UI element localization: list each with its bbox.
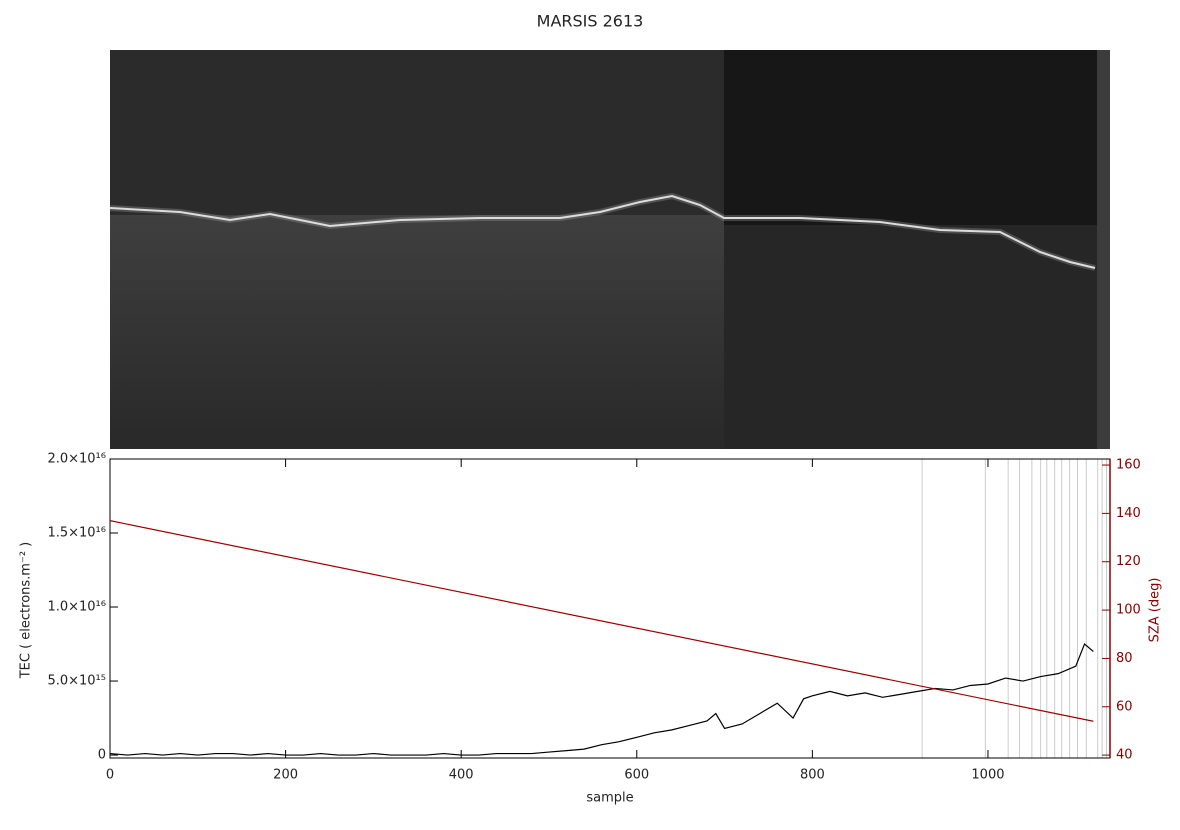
series-line — [109, 520, 1094, 722]
y-tick-label: 1.5×10¹⁶ — [47, 526, 106, 541]
y2-tick-label: 60 — [1116, 699, 1133, 714]
y-tick-label: 2.0×10¹⁶ — [47, 452, 106, 467]
x-tick-label: 800 — [800, 768, 825, 783]
y2-tick-label: 160 — [1116, 458, 1141, 473]
y-axis-label: TEC ( electrons.m⁻² ) — [19, 542, 34, 680]
y2-tick-label: 140 — [1116, 506, 1141, 521]
y2-tick-label: 100 — [1116, 603, 1141, 618]
x-tick-label: 200 — [273, 768, 298, 783]
x-tick-label: 400 — [449, 768, 474, 783]
chart-title: MARSIS 2613 — [537, 12, 644, 31]
x-tick-label: 600 — [624, 768, 649, 783]
x-axis-label: sample — [586, 791, 633, 806]
x-tick-label: 0 — [106, 768, 114, 783]
y-tick-label: 0 — [98, 748, 106, 763]
plot-frame — [109, 458, 1111, 759]
y-tick-label: 5.0×10¹⁵ — [47, 674, 106, 689]
series-line — [109, 643, 1094, 756]
radargram — [109, 50, 1110, 449]
y2-tick-label: 80 — [1116, 651, 1133, 666]
y2-axis-label: SZA (deg) — [1148, 578, 1163, 643]
y-tick-label: 1.0×10¹⁶ — [47, 600, 106, 615]
y2-tick-label: 40 — [1116, 748, 1133, 763]
y2-tick-label: 120 — [1116, 554, 1141, 569]
x-tick-label: 1000 — [971, 768, 1004, 783]
